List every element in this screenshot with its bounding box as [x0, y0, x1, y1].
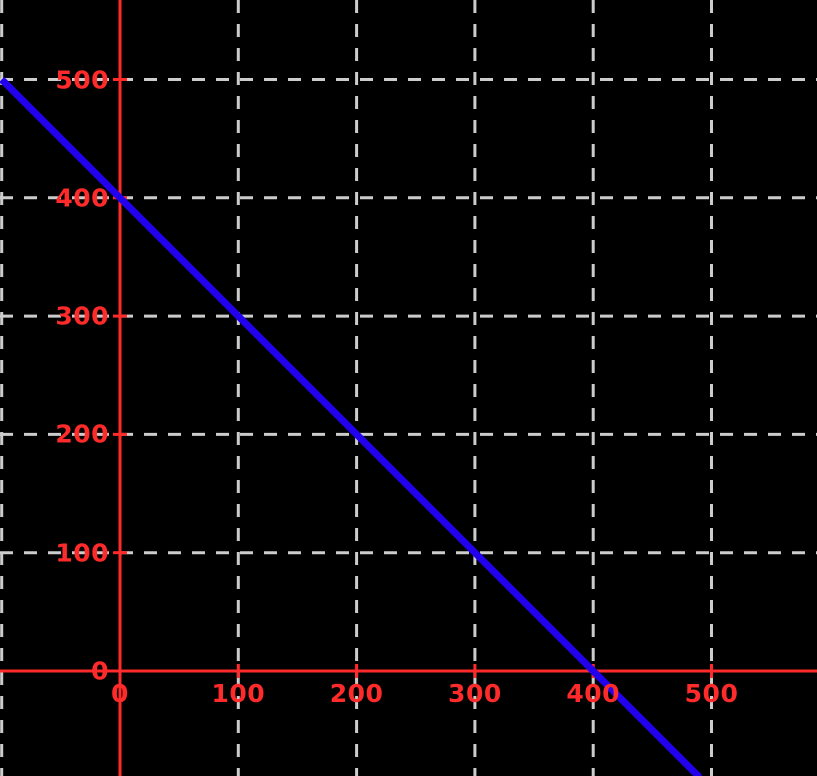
series-line: [0, 77, 703, 776]
x-tick-label: 400: [566, 679, 621, 708]
x-tick-label: 200: [329, 679, 384, 708]
y-tick-label: 0: [91, 656, 109, 686]
x-tick-label: 300: [448, 679, 502, 708]
horizontal-gridlines: [0, 78, 817, 555]
x-tick-label: 0: [111, 679, 129, 708]
axis-tick-marks: [113, 78, 713, 678]
x-tick-label: 100: [211, 679, 266, 708]
y-tick-label: 400: [55, 183, 109, 213]
y-tick-label: 200: [55, 419, 109, 449]
y-tick-label: 100: [55, 538, 109, 568]
y-tick-label: 300: [55, 301, 109, 331]
data-series: [0, 77, 703, 776]
y-tick-label: 500: [55, 65, 109, 94]
x-tick-label: 500: [684, 679, 739, 708]
